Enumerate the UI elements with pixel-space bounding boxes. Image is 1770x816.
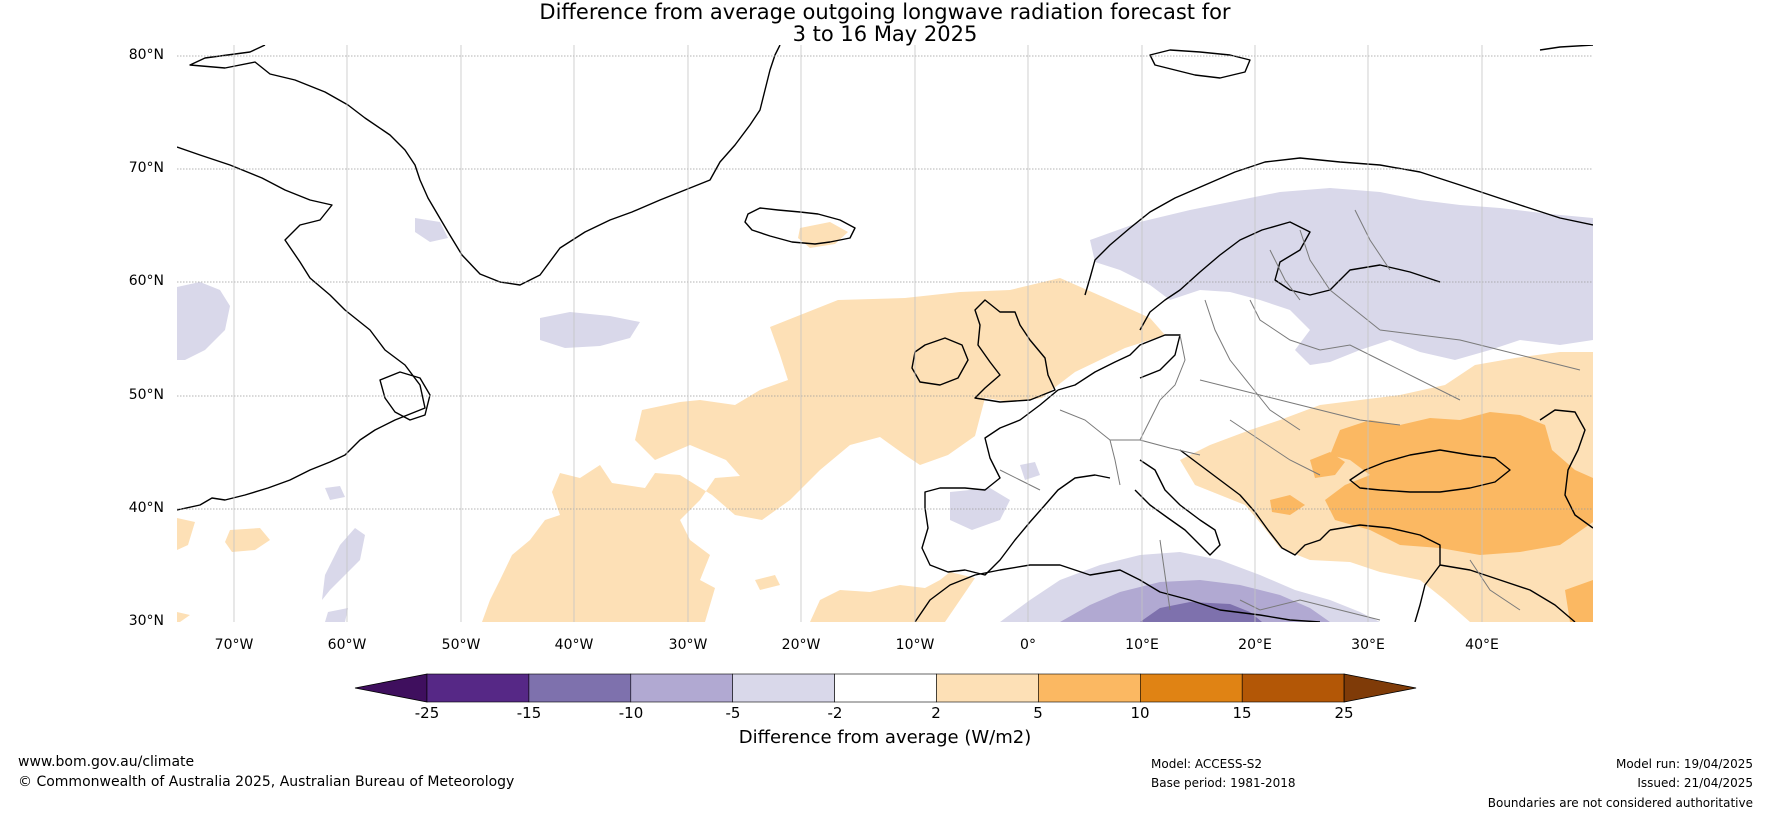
coastlines xyxy=(177,45,1593,622)
colorbar-segment xyxy=(1038,673,1141,703)
lon-label-40e: 40°E xyxy=(1465,637,1499,653)
colorbar-tick-label: -2 xyxy=(827,704,843,722)
lat-label-60n: 60°N xyxy=(128,273,164,289)
colorbar-segment xyxy=(1241,673,1345,703)
lon-label-30e: 30°E xyxy=(1351,637,1385,653)
coastline-france-iberia xyxy=(921,389,1111,576)
lon-label-30w: 30°W xyxy=(668,637,708,653)
coastline-newfoundland xyxy=(379,371,431,421)
coastline-turkey xyxy=(1329,524,1441,622)
colorbar-tick-label: -15 xyxy=(516,704,542,722)
lon-label-20w: 20°W xyxy=(781,637,821,653)
anomaly-region-light-purple-atlantic xyxy=(540,312,640,348)
colorbar xyxy=(354,673,1417,703)
coastline-ireland xyxy=(911,337,969,386)
border-lines xyxy=(999,209,1581,621)
latitude-gridlines xyxy=(177,55,1593,510)
lat-label-80n: 80°N xyxy=(128,47,164,63)
colorbar-tick-label: 5 xyxy=(1033,704,1043,722)
colorbar-extension-high xyxy=(1343,673,1417,703)
coastline-scandinavia xyxy=(1084,157,1593,296)
anomaly-region-light-purple-west xyxy=(322,528,365,622)
lon-label-40w: 40°W xyxy=(554,637,594,653)
anomaly-region-light-orange-iberia-africa xyxy=(810,572,975,622)
lon-label-20e: 20°E xyxy=(1238,637,1272,653)
colorbar-segment xyxy=(936,673,1039,703)
country-borders xyxy=(999,209,1581,621)
coastline-greenland xyxy=(189,45,781,286)
colorbar-tick-label: 10 xyxy=(1130,704,1150,722)
anomaly-region-light-purple-scandinavia-russia xyxy=(1090,188,1593,365)
issued-date: Issued: 21/04/2025 xyxy=(1637,776,1753,790)
coastline-north-africa xyxy=(914,564,1321,622)
lat-label-30n: 30°N xyxy=(128,613,164,629)
anomaly-region-orange-turkey-caspian xyxy=(1325,412,1593,555)
coastline-black-sea xyxy=(1349,449,1511,493)
longitude-gridlines xyxy=(233,45,1483,622)
lat-label-50n: 50°N xyxy=(128,387,164,403)
anomaly-region-light-orange-atlantic xyxy=(482,278,1165,622)
lat-label-70n: 70°N xyxy=(128,160,164,176)
coastline-novaya-zemlya xyxy=(1539,45,1593,51)
coastline-italy xyxy=(1134,459,1221,556)
anomaly-region-dark-purple-sahara xyxy=(1140,602,1262,622)
colorbar-segment xyxy=(834,673,937,703)
colorbar-tick-label: 25 xyxy=(1334,704,1354,722)
boundaries-disclaimer: Boundaries are not considered authoritat… xyxy=(1487,796,1753,810)
coastline-west-europe xyxy=(1057,334,1181,391)
anomaly-fields xyxy=(177,188,1593,622)
lon-label-70w: 70°W xyxy=(214,637,254,653)
map-graticule xyxy=(177,45,1593,622)
lon-label-0: 0° xyxy=(1020,637,1036,653)
lon-label-60w: 60°W xyxy=(327,637,367,653)
website-link[interactable]: www.bom.gov.au/climate xyxy=(18,754,195,770)
colorbar-segment xyxy=(528,673,632,703)
base-period: Base period: 1981-2018 xyxy=(1151,776,1296,790)
colorbar-extension-low xyxy=(354,673,428,703)
coastline-iceland xyxy=(744,207,856,245)
coastline-balkans xyxy=(1179,449,1331,556)
colorbar-tick-label: -5 xyxy=(725,704,741,722)
colorbar-segment xyxy=(1140,673,1243,703)
colorbar-tick-label: -25 xyxy=(414,704,440,722)
anomaly-region-light-purple-iberia xyxy=(950,462,1040,530)
map-title-line-2: 3 to 16 May 2025 xyxy=(792,22,978,46)
colorbar-tick-label: 2 xyxy=(931,704,941,722)
coastline-caspian xyxy=(1539,409,1593,529)
coastline-baltic xyxy=(1139,221,1441,331)
lon-label-50w: 50°W xyxy=(441,637,481,653)
colorbar-segment xyxy=(630,673,733,703)
coastline-canada xyxy=(177,146,426,511)
colorbar-segment xyxy=(732,673,835,703)
colorbar-tick-label: -10 xyxy=(618,704,644,722)
coastline-middle-east xyxy=(1439,564,1576,622)
anomaly-region-light-purple-labrador xyxy=(177,218,448,500)
colorbar-label: Difference from average (W/m2) xyxy=(738,727,1032,748)
coastline-svalbard xyxy=(1149,49,1251,79)
copyright-notice: © Commonwealth of Australia 2025, Austra… xyxy=(18,774,515,790)
colorbar-segment xyxy=(426,673,530,703)
colorbar-tick-label: 15 xyxy=(1232,704,1252,722)
lon-label-10w: 10°W xyxy=(895,637,935,653)
lat-label-40n: 40°N xyxy=(128,500,164,516)
model-name: Model: ACCESS-S2 xyxy=(1151,757,1263,771)
map-title-line-1: Difference from average outgoing longwav… xyxy=(539,0,1231,24)
lon-label-10e: 10°E xyxy=(1125,637,1159,653)
model-run-date: Model run: 19/04/2025 xyxy=(1615,757,1753,771)
